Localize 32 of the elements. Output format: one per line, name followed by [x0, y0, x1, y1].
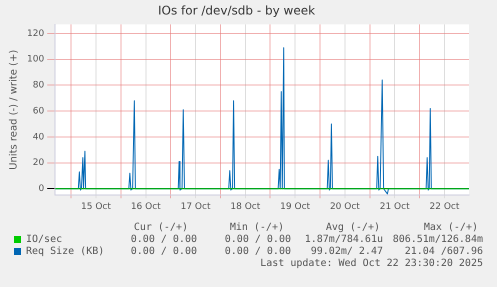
y-tick-label: 60 [32, 106, 44, 116]
y-axis-title: Units read (-) / write (+) [8, 50, 20, 170]
x-tick-label: 20 Oct [330, 202, 360, 212]
chart-title: IOs for /dev/sdb - by week [158, 3, 316, 18]
text: 0.00 / 0.00 [130, 246, 197, 258]
text: 0.00 / 0.00 [224, 234, 291, 246]
text: 1.87m/784.61u [304, 234, 383, 246]
text: 806.51m/126.84m [392, 234, 483, 246]
text: 0.00 / 0.00 [224, 246, 291, 258]
y-tick-label: 100 [26, 54, 44, 65]
text: Last update: Wed Oct 22 23:30:20 2025 [260, 258, 483, 270]
y-tick-label: 0 [38, 184, 44, 194]
legend-label: Req Size (KB) [26, 246, 104, 258]
text: 21.04 /607.96 [404, 246, 483, 258]
x-tick-label: 17 Oct [180, 202, 211, 212]
text: 99.02m/ 2.47 [310, 246, 383, 258]
x-tick-label: 18 Oct [230, 202, 261, 212]
legend-label: IO/sec [26, 234, 62, 246]
y-tick-label: 120 [26, 28, 44, 39]
y-tick-label: 20 [32, 158, 44, 168]
x-tick-label: 19 Oct [280, 202, 311, 212]
y-tick-label: 40 [32, 132, 44, 142]
text: Min (-/+) [230, 222, 284, 234]
text: Avg (-/+) [326, 222, 380, 234]
y-tick-label: 80 [32, 80, 44, 91]
text: Max (-/+) [424, 222, 478, 234]
x-tick-label: 21 Oct [380, 202, 410, 212]
x-tick-label: 15 Oct [81, 202, 112, 212]
text: 0.00 / 0.00 [130, 234, 197, 246]
x-tick-label: 16 Oct [130, 202, 162, 212]
x-tick-label: 22 Oct [430, 202, 460, 212]
text: Cur (-/+) [134, 222, 188, 234]
